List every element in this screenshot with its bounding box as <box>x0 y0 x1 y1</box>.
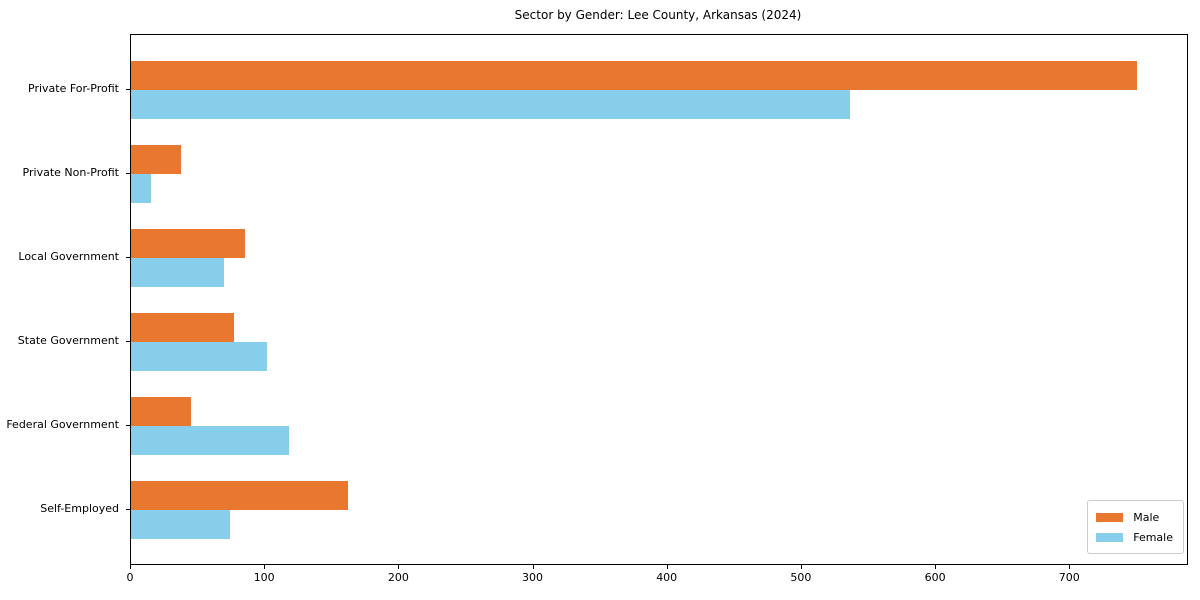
y-tick-mark <box>126 173 130 174</box>
x-tick-mark <box>532 565 534 569</box>
bar-female-1 <box>131 174 152 203</box>
legend-row-female: Female <box>1096 527 1173 547</box>
y-tick-mark <box>126 509 130 510</box>
x-tick-label: 0 <box>126 571 134 584</box>
bar-male-3 <box>131 313 235 342</box>
bar-male-0 <box>131 61 1138 90</box>
bar-male-2 <box>131 229 246 258</box>
y-tick-label: State Government <box>17 334 119 347</box>
legend-swatch-male <box>1096 512 1124 522</box>
legend-label-male: Male <box>1133 510 1160 524</box>
legend: Male Female <box>1087 500 1184 554</box>
bar-female-2 <box>131 258 224 287</box>
x-tick-mark <box>800 565 802 569</box>
x-tick-label: 400 <box>656 571 678 584</box>
y-tick-label: Local Government <box>18 250 119 263</box>
x-tick-mark <box>398 565 400 569</box>
x-tick-mark <box>666 565 668 569</box>
x-tick-mark <box>130 565 131 569</box>
legend-swatch-female <box>1096 532 1124 542</box>
legend-row-male: Male <box>1096 507 1173 527</box>
y-tick-mark <box>126 341 130 342</box>
bar-female-5 <box>131 510 231 539</box>
x-tick-label: 100 <box>253 571 275 584</box>
bar-male-5 <box>131 481 349 510</box>
x-tick-mark <box>935 565 937 569</box>
x-tick-mark <box>264 565 266 569</box>
bar-male-1 <box>131 145 181 174</box>
bar-male-4 <box>131 397 192 426</box>
y-tick-mark <box>126 89 130 90</box>
y-tick-mark <box>126 257 130 258</box>
legend-label-female: Female <box>1133 530 1173 544</box>
bar-female-3 <box>131 342 267 371</box>
x-tick-label: 600 <box>924 571 946 584</box>
y-tick-label: Self-Employed <box>40 502 119 515</box>
x-tick-label: 200 <box>387 571 409 584</box>
x-tick-label: 300 <box>522 571 543 584</box>
y-tick-label: Private For-Profit <box>28 82 119 95</box>
x-tick-label: 500 <box>790 571 812 584</box>
y-tick-label: Private Non-Profit <box>22 166 119 179</box>
x-tick-label: 700 <box>1058 571 1080 584</box>
plot-area: Male Female <box>130 34 1188 565</box>
x-tick-mark <box>1069 565 1071 569</box>
bar-female-0 <box>131 90 851 119</box>
bar-female-4 <box>131 426 290 455</box>
y-tick-label: Federal Government <box>6 418 119 431</box>
chart-title: Sector by Gender: Lee County, Arkansas (… <box>514 8 802 22</box>
y-tick-mark <box>126 425 130 426</box>
